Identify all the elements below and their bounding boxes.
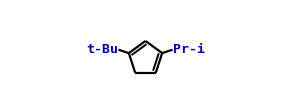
Text: t-Bu: t-Bu	[86, 43, 118, 57]
Text: Pr-i: Pr-i	[173, 43, 205, 57]
